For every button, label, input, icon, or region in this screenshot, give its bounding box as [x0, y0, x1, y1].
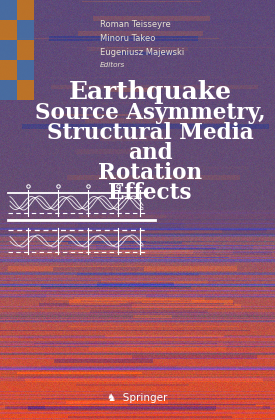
Bar: [17, 80, 34, 100]
Bar: [0, 0, 17, 20]
Bar: [17, 60, 34, 80]
Text: Effects: Effects: [108, 182, 192, 204]
Bar: [17, 40, 34, 60]
Bar: [17, 0, 34, 20]
Text: Eugeniusz Majewski: Eugeniusz Majewski: [100, 48, 184, 57]
Text: Source Asymmetry,: Source Asymmetry,: [35, 102, 265, 124]
Bar: [0, 20, 17, 40]
Text: Earthquake: Earthquake: [68, 80, 232, 104]
Bar: [0, 80, 17, 100]
Text: Editors: Editors: [100, 62, 125, 68]
Bar: [0, 60, 17, 80]
Bar: [0, 0, 275, 235]
Text: Minoru Takeo: Minoru Takeo: [100, 34, 155, 43]
Text: Rotation: Rotation: [98, 162, 202, 184]
Bar: [17, 20, 34, 40]
Text: Roman Teisseyre: Roman Teisseyre: [100, 20, 171, 29]
Text: and: and: [128, 142, 172, 164]
Text: Structural Media: Structural Media: [47, 122, 253, 144]
Bar: [0, 40, 17, 60]
Text: ♞  Springer: ♞ Springer: [107, 393, 167, 403]
